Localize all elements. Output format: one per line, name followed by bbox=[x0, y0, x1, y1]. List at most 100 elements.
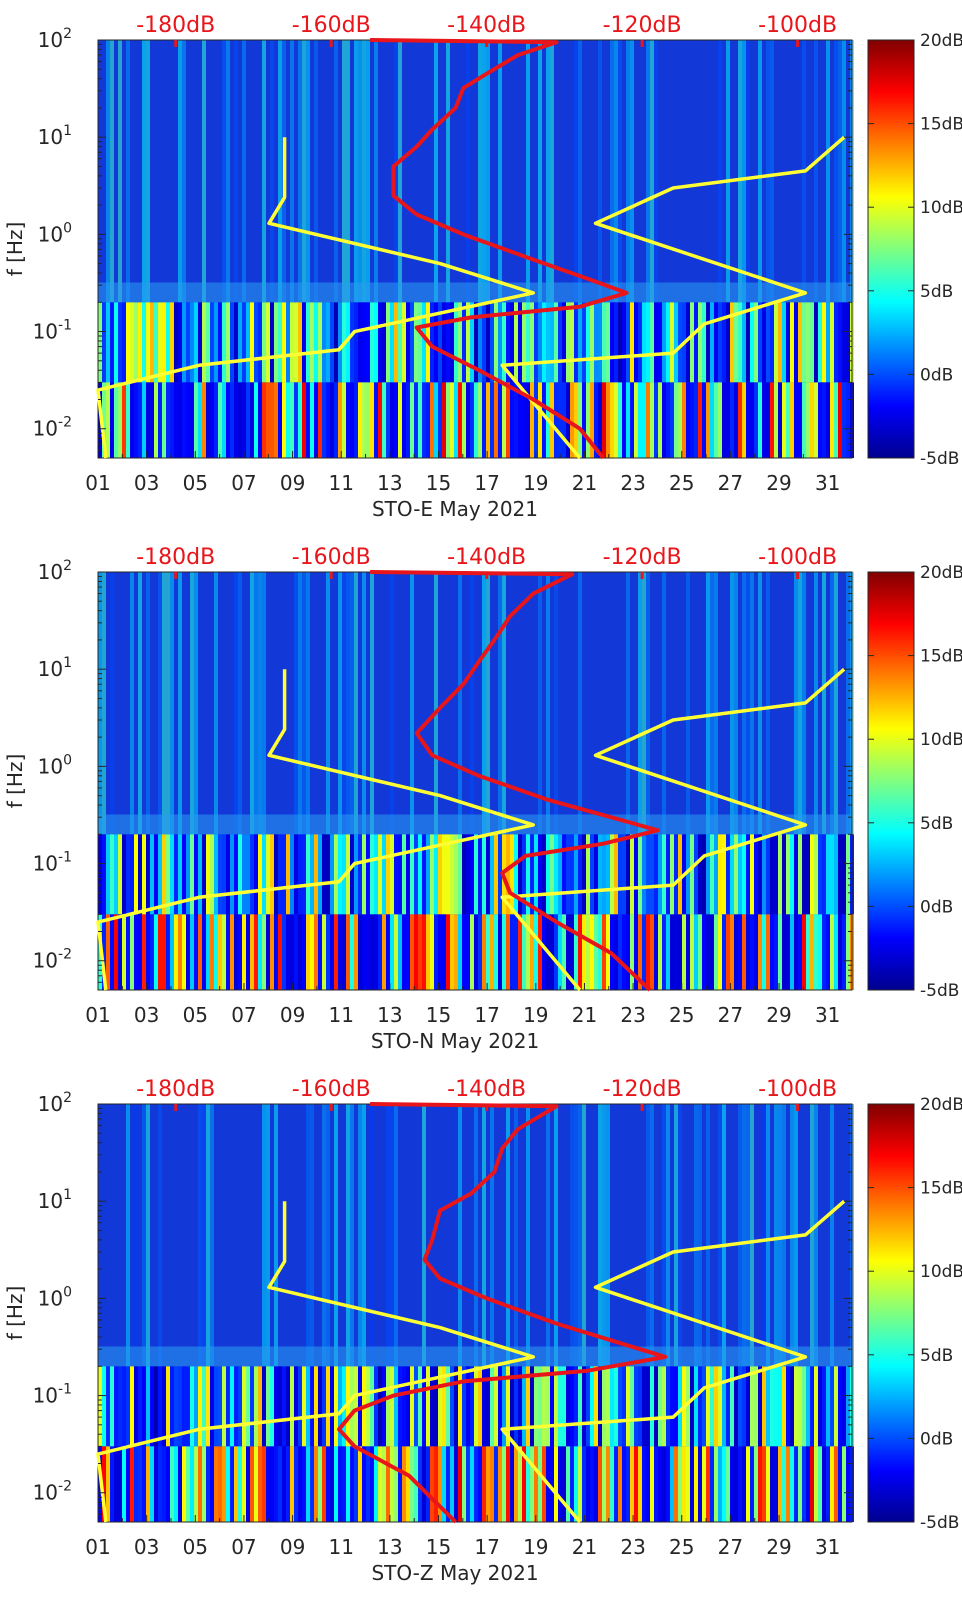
spectrogram-streak bbox=[266, 1104, 270, 1367]
spectrogram-cell bbox=[650, 914, 654, 990]
spectrogram-cell bbox=[282, 302, 286, 383]
spectrogram-cell bbox=[270, 382, 274, 458]
spectrogram-cell bbox=[190, 382, 194, 458]
spectrogram-cell bbox=[470, 1446, 474, 1522]
spectrogram-cell bbox=[818, 834, 822, 915]
spectrogram-cell bbox=[662, 1446, 666, 1522]
spectrogram-cell bbox=[206, 834, 210, 915]
spectrogram-cell bbox=[290, 1366, 294, 1447]
spectrogram-cell bbox=[182, 382, 186, 458]
spectrogram-cell bbox=[374, 302, 378, 383]
spectrogram-streak bbox=[554, 572, 558, 835]
spectrogram-cell bbox=[594, 914, 598, 990]
spectrogram-cell bbox=[102, 834, 106, 915]
spectrogram-cell bbox=[230, 382, 234, 458]
spectrogram-cell bbox=[218, 1366, 222, 1447]
spectrogram-cell bbox=[394, 302, 398, 383]
spectrogram-cell bbox=[546, 834, 550, 915]
spectrogram-cell bbox=[382, 914, 386, 990]
spectrogram-streak bbox=[422, 1104, 426, 1367]
spectrogram-streak bbox=[574, 40, 578, 303]
spectrogram-cell bbox=[578, 914, 582, 990]
spectrogram-cell bbox=[666, 1446, 670, 1522]
spectrogram-cell bbox=[518, 382, 522, 458]
spectrogram-cell bbox=[490, 1366, 494, 1447]
spectrogram-cell bbox=[410, 302, 414, 383]
spectrogram-cell bbox=[286, 1446, 290, 1522]
spectrogram-cell bbox=[434, 382, 438, 458]
spectrogram-cell bbox=[278, 382, 282, 458]
spectrogram-cell bbox=[138, 1366, 142, 1447]
spectrogram-cell bbox=[518, 914, 522, 990]
spectrogram-streak bbox=[238, 572, 242, 835]
spectrogram-cell bbox=[566, 834, 570, 915]
spectrogram-cell bbox=[666, 302, 670, 383]
spectrogram-cell bbox=[134, 382, 138, 458]
spectrogram-cell bbox=[802, 914, 806, 990]
spectrogram-cell bbox=[694, 1366, 698, 1447]
spectrogram-streak bbox=[158, 1104, 162, 1367]
spectrogram-cell bbox=[722, 914, 726, 990]
spectrogram-cell bbox=[778, 1366, 782, 1447]
spectrogram-cell bbox=[690, 914, 694, 990]
spectrogram-cell bbox=[346, 1366, 350, 1447]
spectrogram-cell bbox=[286, 382, 290, 458]
spectrogram-cell bbox=[354, 914, 358, 990]
spectrogram-cell bbox=[350, 1446, 354, 1522]
spectrogram-cell bbox=[846, 302, 850, 383]
y-axis-title: f [Hz] bbox=[3, 754, 27, 809]
spectrogram-cell bbox=[702, 1446, 706, 1522]
spectrogram-cell bbox=[434, 1446, 438, 1522]
spectrogram-cell bbox=[722, 382, 726, 458]
spectrogram-cell bbox=[350, 1366, 354, 1447]
spectrogram-cell bbox=[818, 302, 822, 383]
x-tick-label: 29 bbox=[766, 1535, 791, 1559]
spectrogram-cell bbox=[182, 302, 186, 383]
spectrogram-cell bbox=[534, 1446, 538, 1522]
spectrogram-cell bbox=[682, 382, 686, 458]
spectrogram-cell bbox=[378, 382, 382, 458]
spectrogram-cell bbox=[766, 834, 770, 915]
spectrogram-cell bbox=[242, 382, 246, 458]
spectrogram-cell bbox=[570, 914, 574, 990]
spectrogram-cell bbox=[718, 914, 722, 990]
spectrogram-cell bbox=[142, 302, 146, 383]
spectrogram-cell bbox=[370, 302, 374, 383]
spectrogram-streak bbox=[506, 1104, 510, 1367]
spectrogram-cell bbox=[422, 1366, 426, 1447]
spectrogram-cell bbox=[278, 914, 282, 990]
spectrogram-cell bbox=[790, 834, 794, 915]
spectrogram-cell bbox=[574, 914, 578, 990]
spectrogram-cell bbox=[642, 302, 646, 383]
spectrogram-cell bbox=[586, 302, 590, 383]
spectrogram-cell bbox=[842, 302, 846, 383]
spectrogram-streak bbox=[482, 1104, 486, 1367]
spectrogram-cell bbox=[442, 914, 446, 990]
spectrogram-cell bbox=[342, 382, 346, 458]
spectrogram-streak bbox=[290, 40, 294, 303]
spectrogram-cell bbox=[170, 1366, 174, 1447]
spectrogram-streak bbox=[610, 40, 614, 303]
spectrogram-cell bbox=[702, 914, 706, 990]
spectrogram-cell bbox=[702, 1366, 706, 1447]
spectrogram-streak bbox=[234, 40, 238, 303]
spectrogram-cell bbox=[658, 382, 662, 458]
spectrogram-cell bbox=[522, 1446, 526, 1522]
spectrogram-streak bbox=[458, 572, 462, 835]
spectrogram-streak bbox=[346, 1104, 350, 1367]
spectrogram-cell bbox=[414, 302, 418, 383]
spectrogram-cell bbox=[126, 914, 130, 990]
spectrogram-cell bbox=[706, 302, 710, 383]
spectrogram-cell bbox=[686, 382, 690, 458]
spectrogram-cell bbox=[418, 1366, 422, 1447]
spectrogram-cell bbox=[622, 1366, 626, 1447]
spectrogram-cell bbox=[234, 1446, 238, 1522]
top-axis-label: -100dB bbox=[758, 13, 837, 38]
spectrogram-cell bbox=[830, 382, 834, 458]
spectrogram-cell bbox=[606, 382, 610, 458]
panel-sto-n: 10-2 10-1 100 101 102 01 03 05 07 09 11 13 15 17 19 21 2… bbox=[3, 545, 962, 1053]
spectrogram-cell bbox=[378, 1446, 382, 1522]
spectrogram-cell bbox=[506, 834, 510, 915]
spectrogram-cell bbox=[390, 834, 394, 915]
spectrogram-cell bbox=[770, 382, 774, 458]
